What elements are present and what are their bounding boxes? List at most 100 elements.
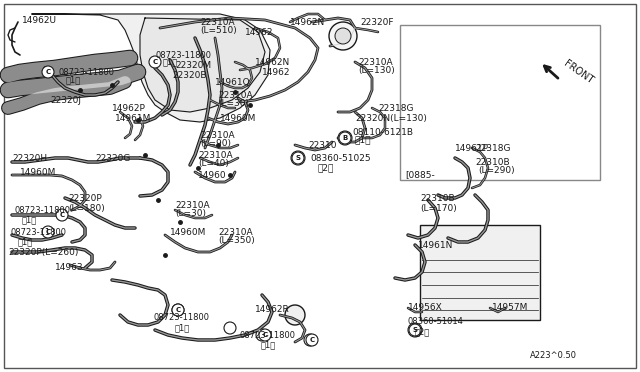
Circle shape — [224, 322, 236, 334]
Text: 14962: 14962 — [245, 28, 273, 36]
Text: 22310A: 22310A — [218, 228, 253, 237]
Bar — [400, 25, 600, 180]
Text: S: S — [413, 327, 417, 333]
Text: C: C — [45, 69, 51, 75]
Text: 22310A: 22310A — [218, 90, 253, 99]
Text: 22310A: 22310A — [198, 151, 232, 160]
Text: （2）: （2） — [415, 327, 430, 337]
Text: 08110-6121B: 08110-6121B — [352, 128, 413, 137]
Text: 14961N: 14961N — [418, 241, 453, 250]
Circle shape — [335, 28, 351, 44]
Text: 14962N: 14962N — [290, 17, 325, 26]
Circle shape — [329, 22, 357, 50]
Text: (L=40): (L=40) — [198, 158, 229, 167]
Text: 14960M: 14960M — [220, 113, 257, 122]
Circle shape — [306, 334, 318, 346]
Circle shape — [172, 304, 184, 316]
Circle shape — [42, 226, 54, 238]
Text: 14963: 14963 — [55, 263, 84, 273]
Text: B: B — [342, 135, 348, 141]
Text: 22318G: 22318G — [378, 103, 413, 112]
Text: 22310A: 22310A — [175, 201, 210, 209]
Circle shape — [408, 323, 422, 337]
Text: (L=130): (L=130) — [358, 65, 395, 74]
Polygon shape — [32, 14, 270, 122]
Text: 08360-51014: 08360-51014 — [408, 317, 464, 327]
Text: (L=510): (L=510) — [200, 26, 237, 35]
Text: 14957M: 14957M — [492, 304, 529, 312]
Circle shape — [285, 305, 305, 325]
Text: 08723-11800: 08723-11800 — [155, 51, 211, 60]
Text: (L=90): (L=90) — [200, 138, 231, 148]
Text: 14962P: 14962P — [112, 103, 146, 112]
Text: (L=30): (L=30) — [175, 208, 206, 218]
Text: [0885-: [0885- — [405, 170, 435, 180]
Text: （2）: （2） — [318, 164, 334, 173]
Bar — [420, 225, 540, 320]
Text: 14962: 14962 — [262, 67, 291, 77]
Text: （1）: （1） — [22, 215, 37, 224]
Circle shape — [172, 304, 184, 316]
Text: 22310A: 22310A — [200, 17, 235, 26]
Text: 22310B: 22310B — [475, 157, 509, 167]
Text: 22310: 22310 — [308, 141, 337, 150]
Text: C: C — [175, 307, 180, 313]
Text: 14961M: 14961M — [115, 113, 152, 122]
Text: (L=30): (L=30) — [218, 99, 249, 108]
Text: C: C — [152, 59, 157, 65]
Circle shape — [291, 151, 305, 165]
Text: 22320P(L=260): 22320P(L=260) — [8, 247, 78, 257]
Text: 14962U: 14962U — [22, 16, 57, 25]
Circle shape — [338, 131, 352, 145]
Text: 14962N: 14962N — [255, 58, 291, 67]
Text: FRONT: FRONT — [562, 58, 595, 86]
Text: 14960M: 14960M — [170, 228, 206, 237]
Text: (L=180): (L=180) — [68, 203, 105, 212]
Text: 08723-11800: 08723-11800 — [240, 330, 296, 340]
Text: 22318G: 22318G — [475, 144, 511, 153]
Text: C: C — [45, 229, 51, 235]
Circle shape — [304, 334, 316, 346]
Text: S: S — [296, 155, 301, 161]
Circle shape — [409, 324, 421, 336]
Text: 22320G: 22320G — [95, 154, 131, 163]
Text: 22320M: 22320M — [175, 61, 211, 70]
Text: （1）: （1） — [163, 58, 179, 67]
Text: C: C — [262, 332, 268, 338]
Circle shape — [259, 329, 271, 341]
Text: C: C — [60, 212, 65, 218]
Text: (L=350): (L=350) — [218, 235, 255, 244]
Text: (L=290): (L=290) — [478, 166, 515, 174]
Text: 08723-11800: 08723-11800 — [10, 228, 66, 237]
Text: 22320J: 22320J — [50, 96, 81, 105]
Text: 22310A: 22310A — [200, 131, 235, 140]
Text: (L=170): (L=170) — [420, 203, 457, 212]
Circle shape — [339, 132, 351, 144]
Text: （1）: （1） — [66, 76, 81, 84]
Text: 22310A: 22310A — [358, 58, 392, 67]
Text: 08723-11800: 08723-11800 — [154, 314, 210, 323]
Circle shape — [292, 152, 304, 164]
Text: 08723-11800: 08723-11800 — [58, 67, 114, 77]
Text: 22320N(L=130): 22320N(L=130) — [355, 113, 427, 122]
Text: 22310B: 22310B — [420, 193, 454, 202]
Circle shape — [56, 209, 68, 221]
Text: 08723-11800: 08723-11800 — [14, 205, 70, 215]
Text: 14960: 14960 — [198, 170, 227, 180]
Text: （1）: （1） — [174, 324, 189, 333]
Text: C: C — [309, 337, 315, 343]
Circle shape — [149, 56, 161, 68]
Text: 22320H: 22320H — [12, 154, 47, 163]
Text: 22320P: 22320P — [68, 193, 102, 202]
Circle shape — [42, 66, 54, 78]
Circle shape — [256, 329, 268, 341]
Text: 14961P: 14961P — [455, 144, 489, 153]
Text: 14956X: 14956X — [408, 304, 443, 312]
Text: （1）: （1） — [260, 340, 276, 350]
Text: 08360-51025: 08360-51025 — [310, 154, 371, 163]
Text: （1）: （1） — [355, 135, 371, 144]
Text: 14960M: 14960M — [20, 167, 56, 176]
Text: A223^0.50: A223^0.50 — [530, 350, 577, 359]
Text: 22320B: 22320B — [172, 71, 207, 80]
Text: 22320F: 22320F — [360, 17, 394, 26]
